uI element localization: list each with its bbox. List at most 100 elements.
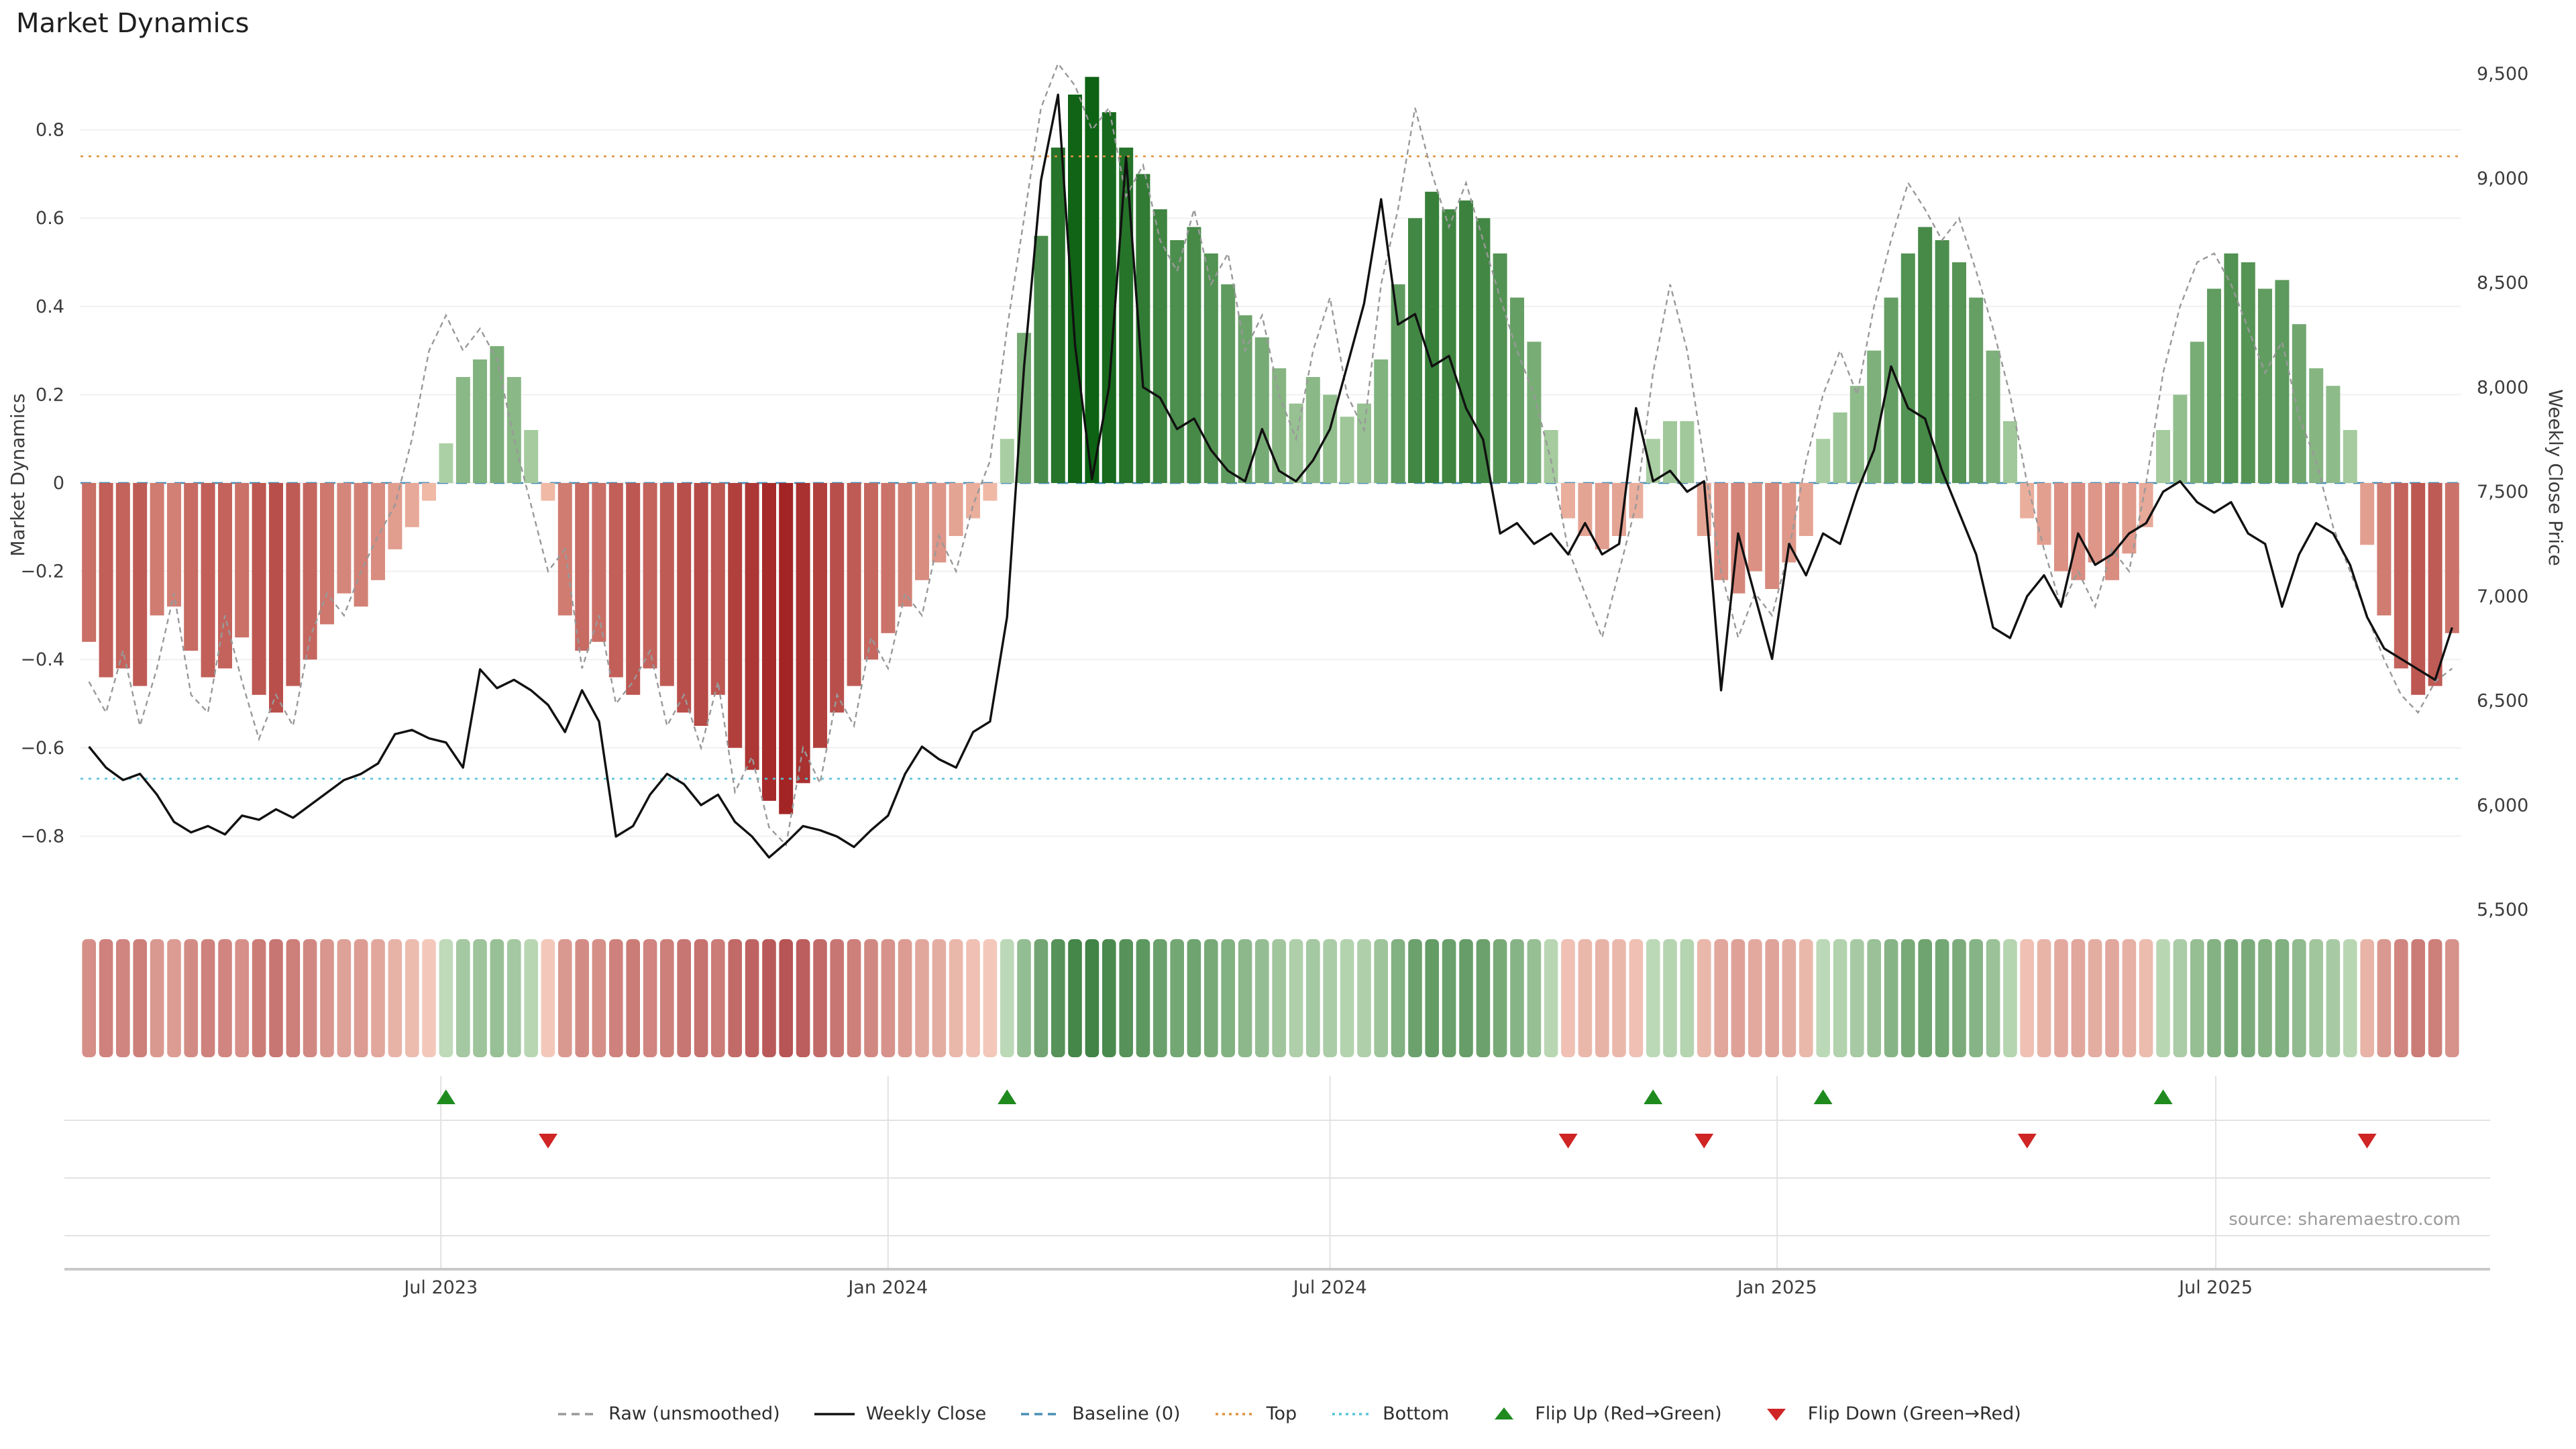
heatmap-cell <box>2020 939 2034 1057</box>
heatmap-cell <box>643 939 657 1057</box>
md-bar <box>99 483 113 678</box>
md-bar <box>1952 262 1966 483</box>
md-bar <box>1305 377 1320 483</box>
heatmap-cell <box>1595 939 1609 1057</box>
heatmap-cell <box>490 939 504 1057</box>
heatmap-cell <box>439 939 453 1057</box>
heatmap-cell <box>2224 939 2239 1057</box>
legend: Raw (unsmoothed) Weekly Close Baseline (0)… <box>0 1403 2576 1425</box>
heatmap-cell <box>1986 939 2000 1057</box>
heatmap-cell <box>1697 939 1711 1057</box>
md-bar <box>2207 288 2221 483</box>
heatmap-cell <box>1136 939 1150 1057</box>
md-bar <box>2020 483 2035 519</box>
heatmap-cell <box>507 939 521 1057</box>
md-bar <box>2360 483 2375 545</box>
heatmap-cell <box>371 939 385 1057</box>
md-bar <box>813 483 827 748</box>
md-bar <box>1408 218 1422 483</box>
heatmap-cell <box>983 939 998 1057</box>
md-bar <box>1051 148 1065 483</box>
md-bar <box>405 483 419 527</box>
md-bar <box>303 483 317 660</box>
legend-item-4: Bottom <box>1329 1403 1449 1425</box>
md-bar <box>1221 284 1236 483</box>
md-bar <box>966 483 980 519</box>
md-bar <box>115 483 130 669</box>
legend-item-2: Baseline (0) <box>1018 1403 1181 1425</box>
heatmap-cell <box>2309 939 2323 1057</box>
heatmap-cell <box>864 939 878 1057</box>
heatmap-cell <box>2139 939 2153 1057</box>
md-bar <box>983 483 998 501</box>
heatmap-cell <box>1731 939 1746 1057</box>
heatmap-cell <box>1119 939 1133 1057</box>
heatmap-cell <box>1323 939 1337 1057</box>
heatmap-cell <box>2088 939 2102 1057</box>
heatmap-cell <box>1068 939 1082 1057</box>
baseline-line-icon <box>1021 1413 1062 1415</box>
md-bar <box>1425 191 1440 483</box>
heatmap-cell <box>881 939 896 1057</box>
md-bar <box>1459 200 1473 483</box>
heatmap-cell <box>337 939 352 1057</box>
heatmap-cell <box>1357 939 1371 1057</box>
heatmap-cell <box>1816 939 1830 1057</box>
heatmap-cell <box>1561 939 1575 1057</box>
heatmap-cell <box>1340 939 1354 1057</box>
legend-label: Flip Down (Green→Red) <box>1807 1403 2021 1425</box>
heatmap-cell <box>2258 939 2272 1057</box>
right-axis-tick: 8,500 <box>2477 273 2528 294</box>
heatmap-cell <box>1748 939 1762 1057</box>
heatmap-cell <box>677 939 691 1057</box>
md-bar <box>1203 253 1218 483</box>
md-bar <box>1391 284 1405 483</box>
legend-label: Flip Up (Red→Green) <box>1535 1403 1722 1425</box>
heatmap-cell <box>2360 939 2374 1057</box>
heatmap-cell <box>949 939 963 1057</box>
md-bar <box>2139 483 2153 527</box>
heatmap-cell <box>915 939 929 1057</box>
md-bar <box>847 483 861 686</box>
md-bar <box>1272 368 1287 483</box>
md-bar <box>2156 430 2170 483</box>
heatmap-cell <box>558 939 572 1057</box>
legend-label: Bottom <box>1383 1403 1450 1425</box>
heatmap-cell <box>1629 939 1644 1057</box>
md-bar <box>150 483 164 616</box>
left-axis-tick: −0.8 <box>20 826 64 847</box>
md-bar <box>864 483 878 660</box>
md-bar <box>506 377 521 483</box>
md-bar <box>2258 288 2272 483</box>
heatmap-cell <box>1612 939 1626 1057</box>
heatmap-cell <box>2037 939 2051 1057</box>
heatmap-cell <box>1969 939 1983 1057</box>
legend-item-1: Weekly Close <box>812 1403 986 1425</box>
heatmap-cell <box>286 939 301 1057</box>
heatmap-cell <box>2377 939 2392 1057</box>
weekly-close-line-icon <box>814 1413 855 1415</box>
md-bar <box>1935 240 1949 483</box>
flip-up-marker <box>1644 1089 1663 1104</box>
md-bar <box>1340 417 1354 483</box>
heatmap-cell <box>711 939 725 1057</box>
heatmap-cell <box>1782 939 1796 1057</box>
flip-down-marker <box>1695 1134 1714 1148</box>
heatmap-cell <box>1578 939 1593 1057</box>
md-bar <box>269 483 283 713</box>
heatmap-cell <box>354 939 368 1057</box>
heatmap-cell <box>1680 939 1695 1057</box>
md-bar <box>694 483 708 726</box>
heatmap-cell <box>320 939 334 1057</box>
x-axis-tick: Jan 2025 <box>1736 1277 1817 1298</box>
heatmap-cell <box>1153 939 1167 1057</box>
heatmap-cell <box>2122 939 2137 1057</box>
md-bar <box>1254 337 1269 483</box>
md-bar <box>2190 341 2204 483</box>
heatmap-cell <box>813 939 827 1057</box>
right-axis-tick: 7,000 <box>2477 586 2528 607</box>
heatmap-cell <box>1374 939 1388 1057</box>
md-bar <box>592 483 606 642</box>
x-axis-tick: Jul 2024 <box>1292 1277 1367 1298</box>
heatmap-cell <box>2173 939 2188 1057</box>
